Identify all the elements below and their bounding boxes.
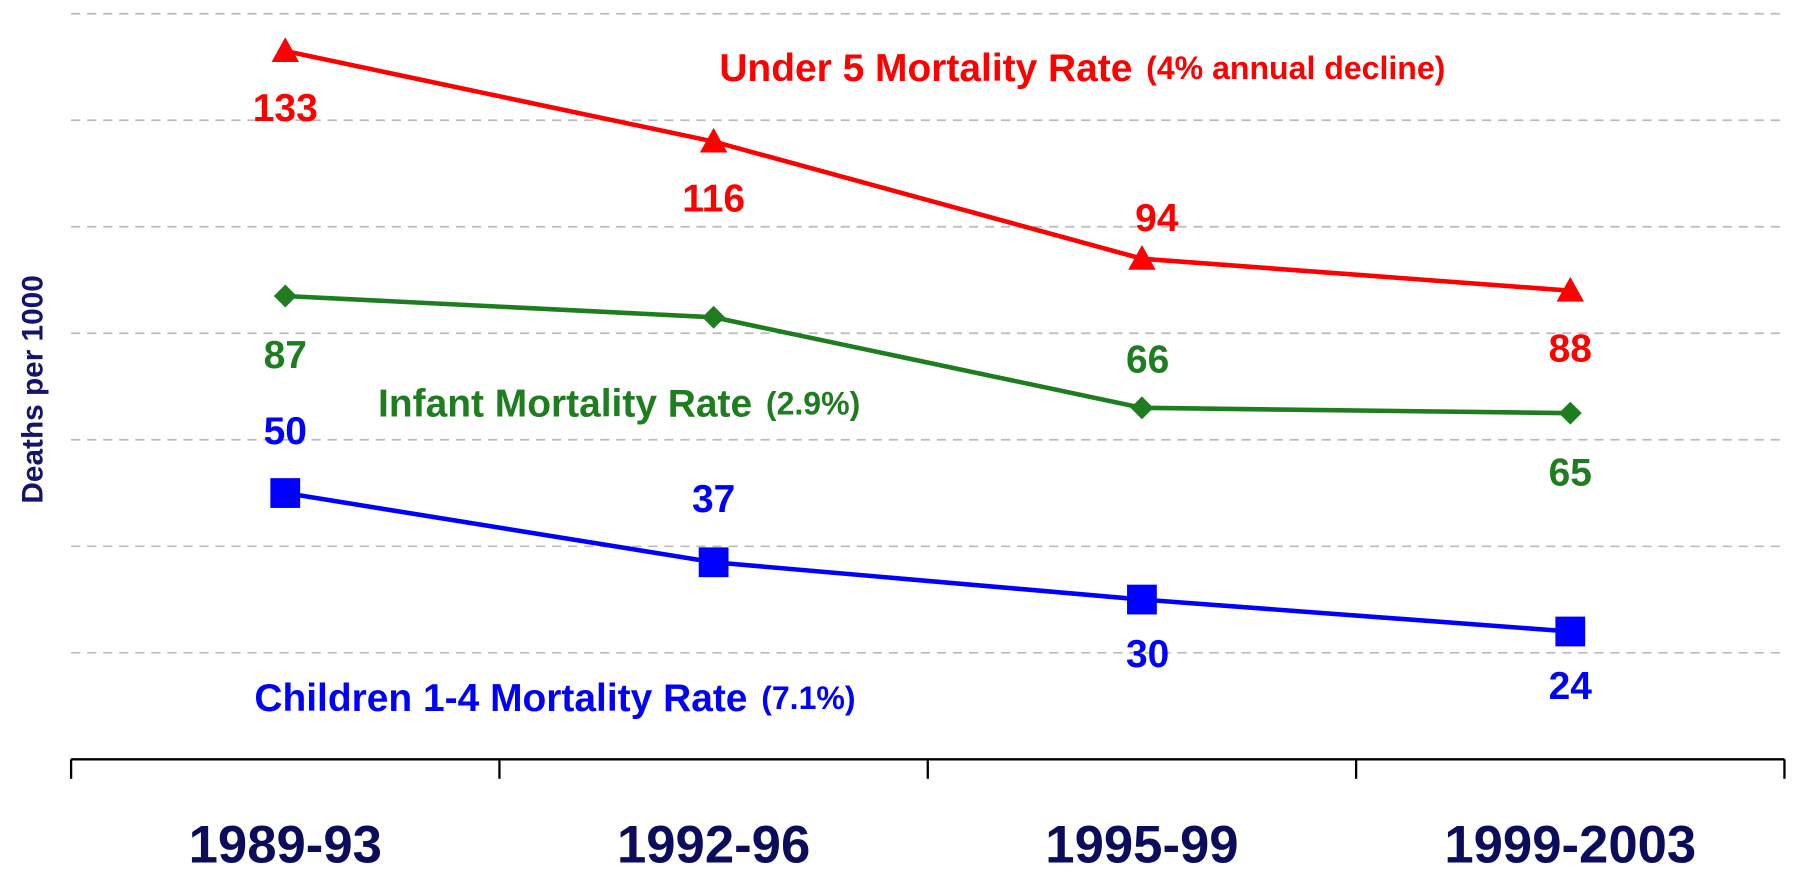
marker [270,478,301,508]
series-label: Children 1-4 Mortality Rate (7.1%) [254,677,855,720]
data-label: 94 [1135,197,1179,240]
data-label: 65 [1549,451,1592,494]
data-label: 50 [264,410,307,453]
data-label: 88 [1549,328,1592,371]
marker [273,284,297,308]
data-label: 66 [1126,338,1169,381]
marker [1127,584,1157,615]
marker [1556,276,1585,302]
data-label: 87 [264,334,307,377]
series-label: Under 5 Mortality Rate (4% annual decline… [719,47,1445,90]
x-tick-label: 1995-99 [1045,816,1238,875]
series-line [285,293,1571,416]
marker [1128,244,1156,270]
x-tick-label: 1989-93 [189,816,382,875]
data-label: 37 [692,478,735,521]
series-name: Children 1-4 Mortality Rate [254,677,747,720]
marker [1558,401,1582,425]
series-line [284,490,1571,634]
data-label: 116 [682,177,745,220]
y-axis-label: Deaths per 1000 [16,275,49,503]
x-tick-label: 1992-96 [617,816,810,875]
series-label: Infant Mortality Rate (2.9%) [378,383,860,426]
data-label: 133 [253,87,318,130]
data-label: 24 [1549,665,1593,708]
marker [699,127,728,153]
series-name: Under 5 Mortality Rate [719,47,1132,90]
series-note: (2.9%) [766,386,860,422]
x-tick-label: 1999-2003 [1444,816,1696,875]
marker [702,305,726,329]
series-line [284,48,1571,293]
series-note: (4% annual decline) [1146,50,1445,86]
marker [698,547,729,578]
marker [271,37,300,63]
marker [1130,396,1154,420]
series-name: Infant Mortality Rate [378,383,752,426]
data-label: 30 [1126,633,1169,676]
series-note: (7.1%) [761,680,855,716]
marker [1555,616,1586,647]
